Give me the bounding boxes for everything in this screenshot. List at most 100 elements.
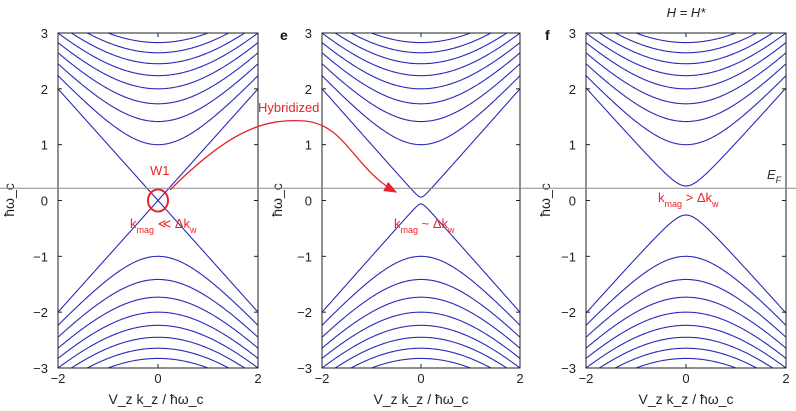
y-tick-label: 3 xyxy=(41,26,48,41)
y-tick-label: 2 xyxy=(41,82,48,97)
landau-level-3-upper xyxy=(322,52,520,105)
landau-level-3-lower xyxy=(322,296,520,349)
landau-level-2-upper xyxy=(58,63,258,123)
landau-level-2-upper xyxy=(586,63,786,123)
landau-level-6-lower xyxy=(334,336,508,368)
y-tick-label: −3 xyxy=(561,361,576,376)
panel-label: f xyxy=(545,27,550,43)
relation-label: kmag > Δkw xyxy=(658,190,719,209)
y-tick-label: −2 xyxy=(561,305,576,320)
landau-level-1-lower xyxy=(586,255,786,326)
x-tick-label: −2 xyxy=(579,371,594,386)
x-axis-label: V_z k_z / ħω_c xyxy=(639,391,734,407)
landau-level-1-upper xyxy=(586,75,786,146)
chiral-band-upper xyxy=(586,87,786,187)
weyl-node-circle xyxy=(147,188,169,213)
x-axis-label: V_z k_z / ħω_c xyxy=(374,391,469,407)
x-tick-label: 0 xyxy=(417,371,424,386)
landau-level-7-upper xyxy=(86,33,230,54)
landau-level-4-lower xyxy=(586,311,786,359)
landau-level-6-upper xyxy=(70,33,246,65)
x-tick-label: 2 xyxy=(782,371,789,386)
chiral-band-upper xyxy=(322,88,520,198)
relation-k: k xyxy=(658,190,665,205)
y-axis-label: ħω_c xyxy=(537,183,553,217)
relation-k-sub: mag xyxy=(137,225,155,235)
fermi-e: E xyxy=(767,167,776,182)
x-tick-label: −2 xyxy=(51,371,66,386)
landau-level-8-upper xyxy=(106,33,210,44)
landau-level-9-upper xyxy=(408,33,434,34)
landau-level-2-lower xyxy=(58,278,258,338)
chiral-band-lower xyxy=(586,214,786,314)
landau-level-5-lower xyxy=(58,324,258,368)
y-tick-label: −1 xyxy=(561,249,576,264)
relation-op: ≪ Δk xyxy=(154,216,191,231)
landau-level-6-upper xyxy=(598,33,774,65)
chiral-band-lower xyxy=(322,203,520,313)
y-tick-label: 1 xyxy=(41,138,48,153)
landau-level-6-lower xyxy=(598,336,774,368)
y-tick-label: 3 xyxy=(569,26,576,41)
relation-sub: w xyxy=(711,199,719,209)
panel-label: e xyxy=(280,27,288,43)
y-ticks: −3 −2 −1 0 1 2 3 xyxy=(561,26,786,376)
landau-level-8-lower xyxy=(106,357,210,368)
x-tick-label: −2 xyxy=(315,371,330,386)
relation-k-sub: mag xyxy=(665,199,683,209)
y-tick-label: −2 xyxy=(297,305,312,320)
landau-level-7-upper xyxy=(349,33,493,54)
y-axis-label: ħω_c xyxy=(1,183,17,217)
landau-level-6-lower xyxy=(70,336,246,368)
x-tick-label: 0 xyxy=(154,371,161,386)
bands-group xyxy=(58,33,258,368)
x-tick-label: 2 xyxy=(254,371,261,386)
y-tick-label: −3 xyxy=(297,361,312,376)
plot-frame xyxy=(321,32,521,369)
y-tick-label: 1 xyxy=(569,138,576,153)
relation-label: kmag ≪ Δkw xyxy=(130,216,197,235)
y-axis-label: ħω_c xyxy=(269,183,285,217)
y-tick-label: 0 xyxy=(569,194,576,209)
relation-sub: w xyxy=(447,225,455,235)
y-tick-label: −2 xyxy=(33,305,48,320)
landau-level-7-lower xyxy=(614,347,758,368)
landau-level-9-upper xyxy=(145,33,171,34)
y-ticks: −3 −2 −1 0 1 2 3 xyxy=(33,26,258,376)
y-tick-label: −3 xyxy=(33,361,48,376)
relation-op: > Δk xyxy=(682,190,712,205)
panel-title: H = H* xyxy=(667,5,707,20)
x-ticks: −2 0 2 xyxy=(579,33,790,386)
y-tick-label: 2 xyxy=(569,82,576,97)
hybridized-label: Hybridized xyxy=(258,100,319,115)
relation-sub: w xyxy=(189,225,197,235)
plot-frame xyxy=(57,32,259,369)
relation-k-sub: mag xyxy=(401,225,419,235)
landau-level-5-upper xyxy=(322,33,520,77)
landau-level-2-lower xyxy=(586,278,786,338)
landau-level-4-upper xyxy=(58,42,258,90)
landau-level-4-upper xyxy=(322,42,520,90)
landau-level-4-lower xyxy=(58,311,258,359)
landau-level-7-lower xyxy=(349,347,493,368)
landau-level-8-lower xyxy=(634,357,738,368)
y-tick-label: −1 xyxy=(297,249,312,264)
y-tick-label: 2 xyxy=(305,82,312,97)
landau-level-5-upper xyxy=(586,33,786,77)
landau-level-8-lower xyxy=(369,357,473,368)
relation-label: kmag ~ Δkw xyxy=(394,216,455,235)
landau-level-5-lower xyxy=(322,324,520,368)
x-ticks: −2 0 2 xyxy=(315,33,524,386)
fermi-level-label: EF xyxy=(767,167,782,185)
landau-level-3-upper xyxy=(58,52,258,105)
landau-level-3-upper xyxy=(586,52,786,105)
x-tick-label: 0 xyxy=(682,371,689,386)
bands-group xyxy=(322,33,520,368)
x-axis-label: V_z k_z / ħω_c xyxy=(109,391,204,407)
landau-level-1-lower xyxy=(58,255,258,326)
y-ticks: −3 −2 −1 0 1 2 3 xyxy=(297,26,520,376)
plot-frame xyxy=(585,32,787,369)
relation-k: k xyxy=(130,216,137,231)
